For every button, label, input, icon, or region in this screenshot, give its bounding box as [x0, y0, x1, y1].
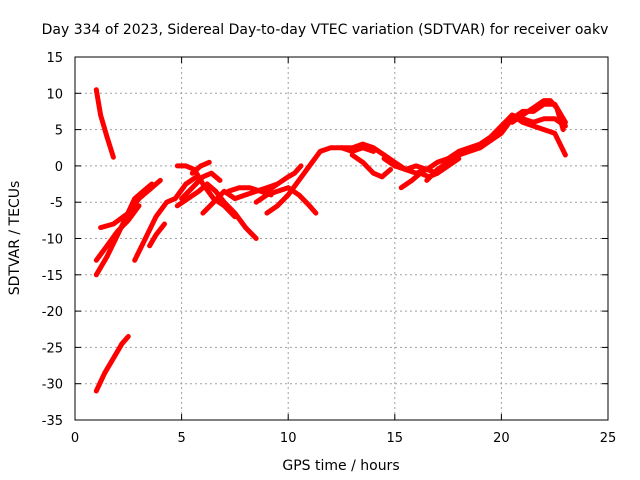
- x-tick-label: 15: [387, 431, 404, 446]
- series-line-track-17: [339, 141, 451, 176]
- x-tick-labels: 0 5 10 15 20 25: [71, 431, 616, 446]
- x-tick-label: 25: [600, 431, 617, 446]
- y-tick-label: 15: [46, 51, 63, 66]
- y-axis-label: SDTVAR / TECUs: [7, 181, 23, 296]
- series-line-track-15: [264, 163, 304, 194]
- x-tick-label: 10: [280, 431, 297, 446]
- series-line-track-11: [189, 159, 212, 176]
- series-line-track-1: [93, 87, 116, 160]
- chart-title: Day 334 of 2023, Sidereal Day-to-day VTE…: [42, 22, 609, 38]
- x-tick-label: 0: [71, 431, 79, 446]
- series-line-track-10: [179, 170, 223, 202]
- series-line-track-12: [200, 181, 280, 216]
- y-tick-label: -5: [50, 196, 63, 211]
- y-tick-label: -30: [42, 378, 63, 393]
- y-tick-label: 0: [55, 160, 63, 175]
- axis-ticks: [74, 56, 609, 421]
- series-line-track-18: [349, 152, 393, 180]
- grid: [75, 57, 608, 420]
- y-tick-label: -15: [42, 269, 63, 284]
- x-tick-label: 5: [177, 431, 185, 446]
- series-line-track-5: [98, 177, 163, 231]
- y-tick-label: -35: [42, 414, 63, 429]
- series-line-track-4: [93, 203, 142, 263]
- series-line-track-8: [174, 163, 238, 220]
- series-line-track-14: [253, 185, 319, 216]
- y-tick-label: 10: [46, 87, 63, 102]
- series-line-track-16: [264, 145, 376, 216]
- series-line-track-2: [93, 334, 131, 394]
- series-line-track-7: [147, 221, 167, 249]
- y-tick-labels: -35 -30 -25 -20 -15 -10 -5 0 5 10 15: [42, 51, 63, 429]
- x-tick-label: 20: [493, 431, 510, 446]
- y-tick-label: -10: [42, 233, 63, 248]
- series-line-track-9: [174, 181, 259, 241]
- series-line-track-23: [488, 112, 568, 143]
- series-line-track-19: [381, 156, 440, 176]
- y-tick-label: -20: [42, 305, 63, 320]
- series-line-track-6: [132, 174, 199, 263]
- y-tick-label: 5: [55, 124, 63, 139]
- series-layer: [93, 87, 568, 394]
- series-line-track-13: [226, 185, 274, 198]
- x-axis-label: GPS time / hours: [282, 458, 399, 474]
- y-tick-label: -25: [42, 341, 63, 356]
- series-line-track-24: [509, 98, 566, 133]
